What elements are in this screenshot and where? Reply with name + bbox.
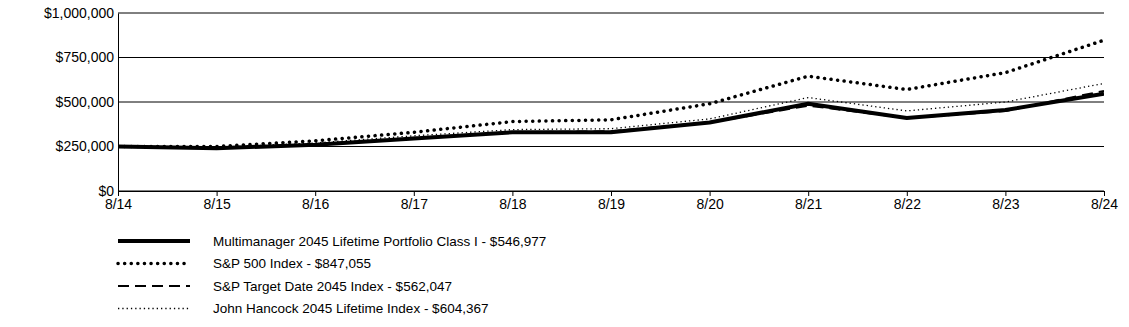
x-tick-label: 8/17 — [401, 196, 428, 212]
y-tick-label: $750,000 — [56, 49, 115, 65]
x-tick-label: 8/15 — [203, 196, 230, 212]
x-tick-label: 8/20 — [696, 196, 723, 212]
chart-container: $0$250,000$500,000$750,000$1,000,0008/14… — [0, 0, 1129, 327]
legend-swatch — [118, 262, 190, 266]
x-tick: 8/20 — [696, 191, 723, 212]
x-tick-label: 8/19 — [598, 196, 625, 212]
x-tick: 8/22 — [894, 191, 921, 212]
y-tick-label: $1,000,000 — [44, 5, 114, 21]
x-tick: 8/15 — [203, 191, 230, 212]
x-tick: 8/23 — [992, 191, 1019, 212]
x-tick: 8/17 — [401, 191, 428, 212]
legend-swatch — [118, 285, 190, 287]
x-tick: 8/19 — [598, 191, 625, 212]
x-tick: 8/14 — [105, 191, 132, 212]
x-tick-label: 8/24 — [1091, 196, 1118, 212]
grid — [118, 13, 1104, 191]
legend: Multimanager 2045 Lifetime Portfolio Cla… — [118, 234, 546, 317]
y-axis-line — [118, 14, 119, 192]
series-line — [118, 83, 1104, 147]
y-tick: $500,000 — [56, 94, 118, 110]
grid-line — [118, 102, 1104, 103]
x-axis: 8/14 8/15 8/16 8/17 8/18 8/19 8/20 8/21 8/22 8/23… — [105, 191, 1118, 212]
grid-line — [118, 13, 1104, 14]
x-tick: 8/16 — [302, 191, 329, 212]
x-tick-label: 8/21 — [795, 196, 822, 212]
x-tick-label: 8/14 — [105, 196, 132, 212]
legend-item: S&P 500 Index - $847,055 — [118, 256, 371, 271]
x-tick-label: 8/18 — [499, 196, 526, 212]
legend-swatch — [118, 308, 190, 309]
lines — [118, 40, 1104, 148]
x-tick: 8/18 — [499, 191, 526, 212]
y-tick-label: $250,000 — [56, 138, 115, 154]
chart: $0$250,000$500,000$750,000$1,000,0008/14… — [0, 0, 1129, 327]
x-tick-label: 8/23 — [992, 196, 1019, 212]
legend-swatch — [118, 239, 190, 243]
y-tick: $1,000,000 — [44, 5, 118, 21]
y-axis: $0$250,000$500,000$750,000$1,000,000 — [44, 5, 119, 199]
legend-label: S&P 500 Index - $847,055 — [213, 256, 371, 271]
y-tick-label: $500,000 — [56, 94, 115, 110]
y-tick: $250,000 — [56, 138, 118, 154]
legend-label: Multimanager 2045 Lifetime Portfolio Cla… — [213, 234, 546, 249]
series-line — [118, 94, 1104, 149]
x-tick: 8/21 — [795, 191, 822, 212]
x-tick-label: 8/16 — [302, 196, 329, 212]
legend-label: S&P Target Date 2045 Index - $562,047 — [213, 279, 452, 294]
legend-item: Multimanager 2045 Lifetime Portfolio Cla… — [118, 234, 546, 249]
y-tick: $750,000 — [56, 49, 118, 65]
legend-label: John Hancock 2045 Lifetime Index - $604,… — [213, 301, 488, 316]
x-tick: 8/24 — [1091, 191, 1118, 212]
x-tick-label: 8/22 — [894, 196, 921, 212]
grid-line — [118, 57, 1104, 58]
legend-item: S&P Target Date 2045 Index - $562,047 — [118, 279, 452, 294]
legend-item: John Hancock 2045 Lifetime Index - $604,… — [118, 301, 488, 316]
